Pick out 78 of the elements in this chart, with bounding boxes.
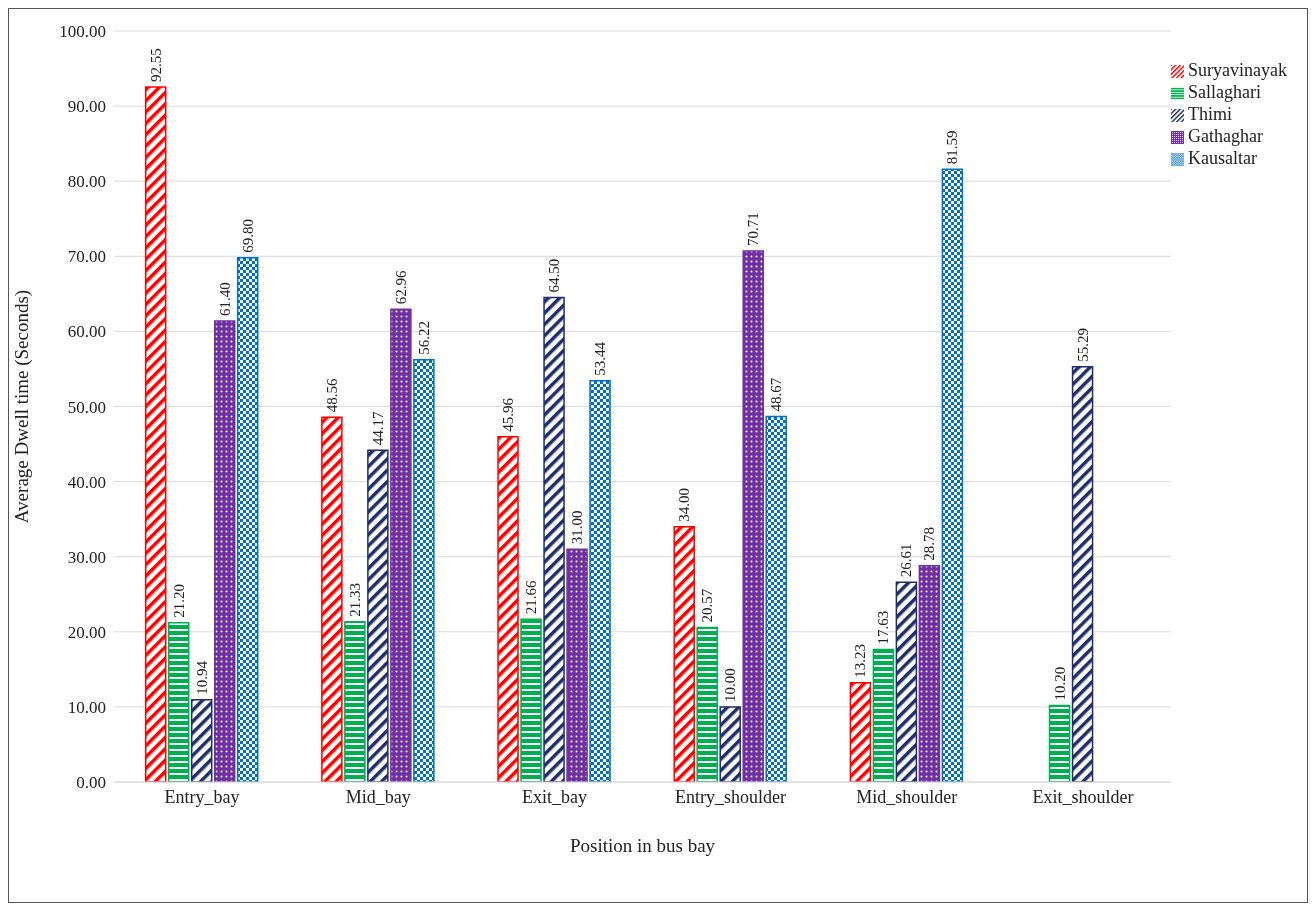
bar — [520, 618, 542, 782]
y-axis-title: Average Dwell time (Seconds) — [10, 289, 33, 524]
x-tick-label: Mid_shoulder — [856, 786, 958, 807]
data-label: 10.20 — [1051, 666, 1068, 701]
y-tick-label: 70.00 — [67, 247, 106, 267]
data-label: 28.78 — [921, 527, 938, 561]
bar — [413, 359, 435, 782]
data-label: 92.55 — [147, 48, 164, 82]
x-tick-label: Exit_shoulder — [1032, 786, 1134, 807]
y-tick-label: 80.00 — [67, 172, 106, 192]
bar — [719, 706, 741, 782]
data-label: 13.23 — [852, 643, 869, 678]
bar — [367, 449, 389, 782]
x-tick-label: Exit_bay — [521, 786, 587, 807]
data-label: 48.67 — [768, 377, 785, 412]
bar — [566, 548, 588, 782]
x-tick-label: Mid_bay — [345, 786, 411, 807]
bar — [144, 86, 167, 782]
bar — [941, 168, 964, 782]
y-tick-label: 30.00 — [67, 547, 106, 567]
bar — [167, 622, 190, 782]
bar — [696, 626, 718, 782]
bar — [918, 565, 941, 782]
data-label: 21.20 — [170, 584, 187, 618]
legend-label: Thimi — [1188, 104, 1233, 124]
bar — [390, 308, 412, 782]
x-tick-label: Entry_bay — [164, 786, 240, 807]
data-label: 17.63 — [875, 610, 892, 645]
bar — [589, 379, 611, 782]
bar — [497, 436, 519, 782]
bar — [895, 581, 918, 782]
y-tick-label: 10.00 — [67, 697, 106, 717]
data-label: 61.40 — [216, 282, 233, 316]
y-tick-label: 90.00 — [67, 97, 106, 117]
legend-label: Kausaltar — [1188, 148, 1257, 168]
data-label: 55.29 — [1074, 328, 1091, 362]
data-label: 48.56 — [323, 378, 340, 413]
x-tick-label: Entry_shoulder — [675, 786, 787, 807]
data-label: 34.00 — [676, 487, 693, 522]
bar — [321, 416, 343, 782]
data-label: 53.44 — [592, 341, 609, 376]
y-tick-label: 40.00 — [67, 472, 106, 492]
bar — [190, 699, 213, 782]
y-tick-label: 20.00 — [67, 622, 106, 642]
data-label: 69.80 — [239, 219, 256, 253]
data-label: 10.94 — [193, 660, 210, 695]
data-label: 26.61 — [898, 543, 915, 578]
bar — [236, 257, 259, 782]
bar — [344, 621, 366, 782]
data-label: 62.96 — [392, 269, 409, 305]
legend-label: Suryavinayak — [1188, 60, 1287, 80]
data-label: 20.57 — [699, 588, 716, 623]
data-label: 56.22 — [415, 321, 432, 355]
y-tick-label: 100.00 — [59, 22, 106, 42]
y-tick-label: 50.00 — [67, 397, 106, 417]
legend-label: Gathaghar — [1188, 126, 1263, 146]
legend-label: Sallaghari — [1188, 82, 1261, 102]
data-label: 21.66 — [523, 580, 540, 615]
y-tick-label: 60.00 — [67, 322, 106, 342]
bar — [213, 320, 236, 782]
bar — [849, 681, 872, 782]
data-label: 21.33 — [346, 583, 363, 617]
y-tick-label: 0.00 — [76, 773, 106, 793]
data-label: 45.96 — [500, 397, 517, 432]
bar — [872, 648, 895, 782]
bar — [1048, 704, 1071, 782]
bar — [765, 415, 787, 782]
bar — [543, 296, 565, 782]
data-label: 81.59 — [944, 130, 961, 165]
data-label: 31.00 — [569, 510, 586, 545]
bar — [742, 250, 764, 782]
data-label: 70.71 — [745, 212, 762, 246]
data-label: 44.17 — [369, 411, 386, 446]
bar — [673, 525, 695, 782]
bar — [1071, 366, 1094, 782]
data-label: 10.00 — [722, 668, 739, 702]
x-axis-title: Position in bus bay — [569, 835, 716, 856]
data-label: 64.50 — [546, 258, 563, 293]
